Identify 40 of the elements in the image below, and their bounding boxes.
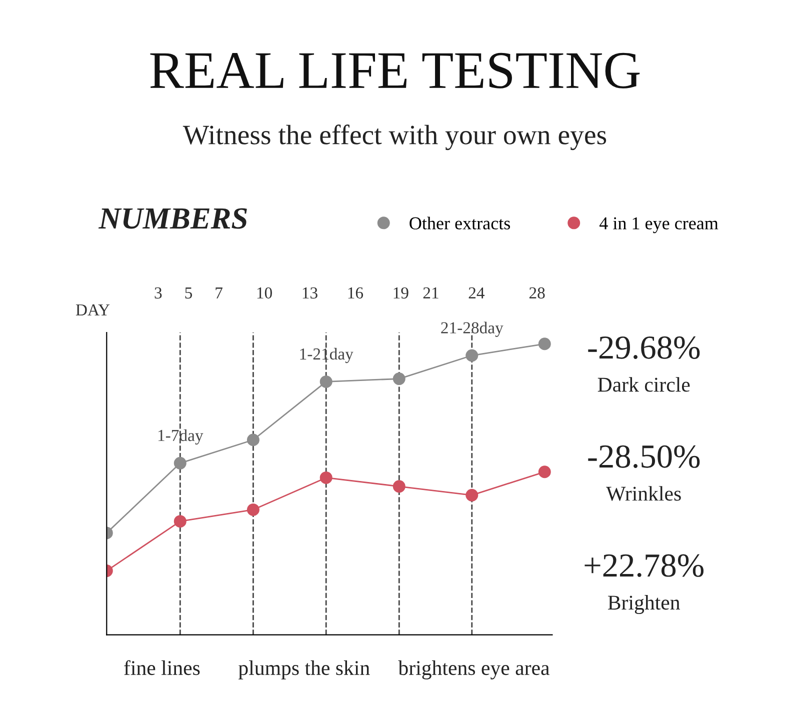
text: Dark circle — [598, 377, 690, 392]
x-axis-title: DAY — [76, 304, 110, 316]
annotation: 21-28day — [441, 322, 504, 337]
x-tick-label: 19 — [394, 287, 408, 299]
annotation: 1-7day — [158, 429, 204, 445]
point — [246, 503, 260, 516]
text: plumps the skin — [238, 660, 370, 680]
point — [320, 471, 332, 484]
x-tick-label: 7 — [216, 288, 222, 298]
point — [320, 375, 332, 388]
point — [466, 488, 478, 502]
point — [538, 466, 551, 478]
text: Wrinkles — [606, 486, 681, 501]
chart-title: REAL LIFE TESTING — [150, 52, 640, 88]
point — [538, 338, 551, 350]
text: brightens eye area — [398, 660, 550, 680]
legend-label: Other extracts — [410, 216, 510, 230]
point — [174, 515, 186, 528]
point — [466, 349, 478, 362]
point — [174, 456, 186, 470]
x-tick-label: 24 — [468, 287, 485, 298]
legend-label: 4 in 1 eye cream — [599, 217, 718, 234]
x-tick-label: 16 — [348, 287, 364, 299]
x-tick-label: 10 — [257, 287, 272, 299]
x-tick-label: 13 — [302, 287, 318, 299]
text: +22.78% — [584, 554, 704, 577]
x-tick-label: 28 — [529, 287, 545, 299]
point — [246, 434, 260, 446]
text: -28.50% — [588, 445, 700, 468]
point — [392, 372, 406, 386]
chart-subtitle: Witness the effect with your own eyes — [182, 124, 606, 150]
x-tick-label: 3 — [154, 287, 162, 299]
x-tick-label: 5 — [185, 288, 192, 299]
text: -29.68% — [588, 336, 700, 360]
x-tick-label: 21 — [423, 287, 438, 298]
text: NUMBERS — [98, 208, 247, 229]
point — [392, 480, 406, 493]
annotation: 1-21day — [300, 348, 354, 364]
text: Brighten — [608, 595, 680, 614]
text: fine lines — [124, 660, 200, 676]
